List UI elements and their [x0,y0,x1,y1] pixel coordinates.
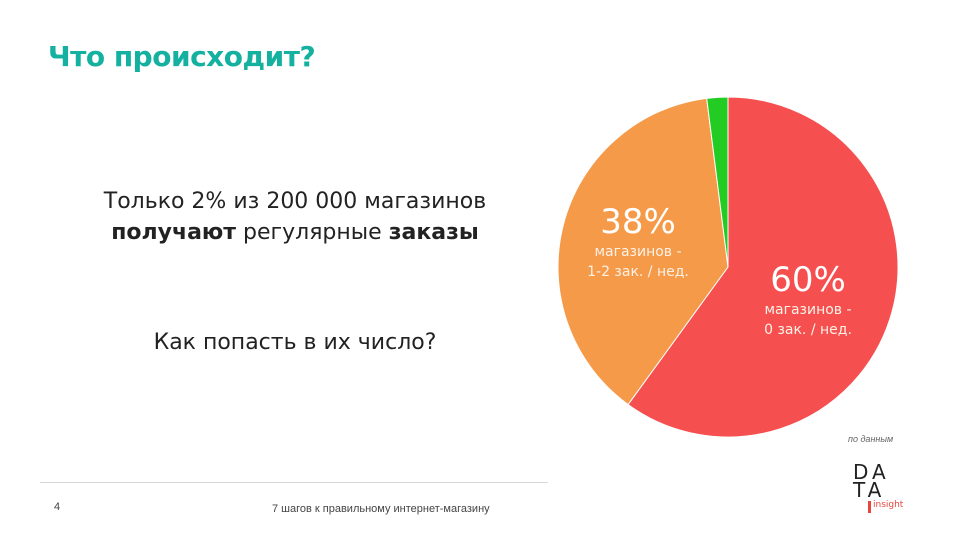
pie-slice-60 [627,96,899,438]
logo-line3: insight [873,500,904,510]
logo-line2: TA [853,478,886,502]
pie-slice-38 [557,97,729,406]
slice-label-60: 60% магазинов - 0 зак. / нед. [748,260,868,340]
source-note: по данным [848,434,894,444]
slice-desc-60-line2: 0 зак. / нед. [764,322,852,338]
headline-line1: Только 2% из 200 000 магазинов [103,189,487,214]
question-text: Как попасть в их число? [153,330,437,355]
headline: Только 2% из 200 000 магазинов получают … [60,186,530,248]
data-insight-logo: DA TA insight [853,460,913,513]
headline-bold-received: получают [111,220,237,245]
slice-desc-38-line2: 1-2 зак. / нед. [587,264,689,280]
logo-accent-bar [868,501,871,513]
slice-desc-38-line1: магазинов - [594,244,682,260]
slice-percent-60: 60% [770,260,846,300]
footer-divider [40,482,548,483]
slide-title: Что происходит? [48,40,316,73]
page-number: 4 [54,501,61,513]
slice-percent-38: 38% [600,202,676,242]
footer-text: 7 шагов к правильному интернет-магазину [272,503,490,515]
slice-label-38: 38% магазинов - 1-2 зак. / нед. [578,202,698,282]
slice-desc-60-line1: магазинов - [764,302,852,318]
headline-regular: регулярные [236,220,389,245]
pie-slice-2 [706,96,729,268]
headline-bold-orders: заказы [388,220,479,245]
logo-line1: DA [853,460,890,484]
